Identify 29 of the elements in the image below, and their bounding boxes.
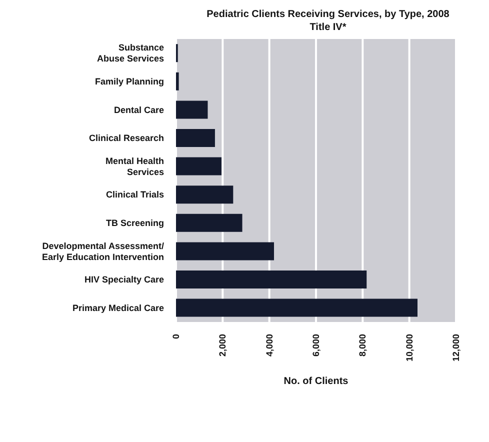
chart-title: Pediatric Clients Receiving Services, by Type, 2008: [206, 8, 450, 21]
y-tick-label: Clinical Research: [88, 133, 164, 144]
x-tick-label: 0: [171, 334, 181, 340]
bar: [176, 298, 418, 317]
y-tick-label: Clinical Trials: [106, 190, 164, 200]
bar: [176, 157, 222, 176]
x-tick-label: 8,000: [358, 334, 368, 357]
bar: [176, 100, 208, 119]
bar: [176, 128, 215, 147]
bar: [176, 270, 367, 288]
y-tick-label: Substance Abuse Services: [96, 42, 164, 64]
y-tick-label: Primary Medical Care: [72, 302, 164, 313]
x-tick-label: 10,000: [404, 334, 414, 362]
y-tick-label: Developmental Assessment/ Early Education Intervention: [42, 240, 164, 262]
x-tick-label: 6,000: [311, 334, 321, 357]
y-tick-label: Mental Health Services: [105, 156, 164, 177]
bar: [176, 214, 242, 232]
x-axis-title: No. of Clients: [284, 376, 349, 387]
y-tick-label: TB Screening: [106, 218, 164, 228]
y-tick-label: Dental Care: [114, 104, 164, 115]
x-tick-label: 4,000: [264, 334, 274, 357]
chart-subtitle: Title IV*: [308, 21, 348, 34]
bar: [176, 72, 179, 90]
bar: [176, 242, 274, 260]
y-tick-label: Family Planning: [94, 76, 164, 86]
bar: [176, 186, 234, 204]
x-tick-label: 2,000: [218, 334, 228, 357]
x-tick-label: 12,000: [451, 334, 461, 362]
y-tick-label: HIV Specialty Care: [84, 274, 164, 285]
